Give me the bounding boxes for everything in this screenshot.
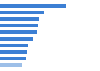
- Bar: [0, 4, 66, 8]
- Bar: [0, 17, 39, 21]
- Bar: [0, 30, 37, 34]
- Bar: [0, 24, 38, 27]
- Bar: [0, 57, 26, 60]
- Bar: [0, 37, 33, 41]
- Bar: [0, 44, 28, 47]
- Bar: [0, 50, 27, 54]
- Bar: [0, 63, 22, 67]
- Bar: [0, 11, 44, 14]
